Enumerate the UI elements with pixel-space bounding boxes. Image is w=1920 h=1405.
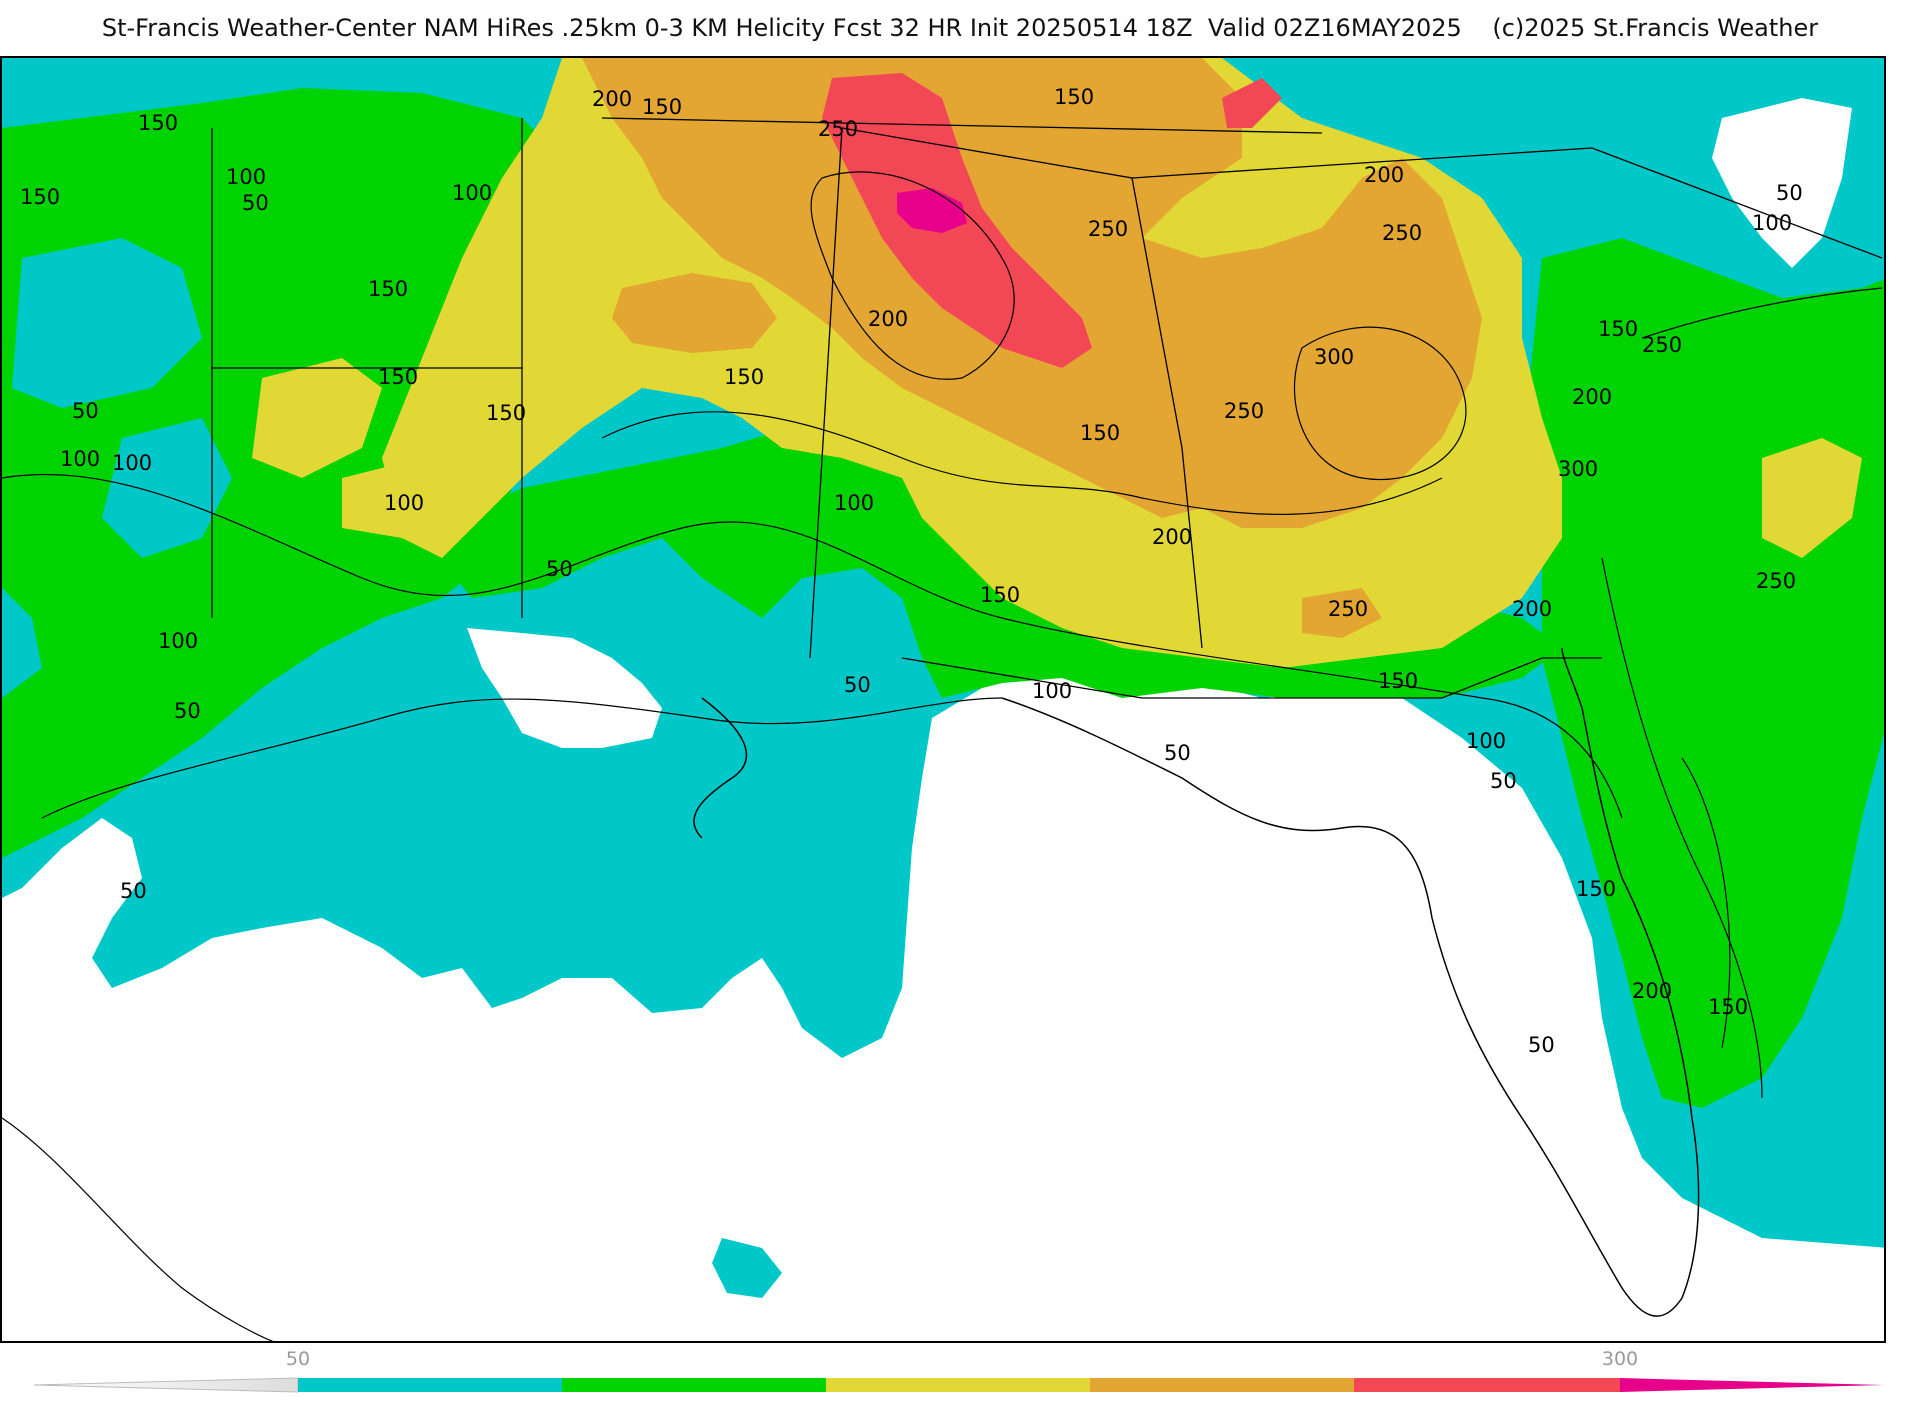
helicity-zone-150-west-1 <box>252 358 382 478</box>
contour-label: 300 <box>1314 345 1354 369</box>
colorbar-high-arrow <box>1620 1378 1884 1392</box>
contour-label: 50 <box>72 399 99 423</box>
helicity-contours <box>2 171 1883 1341</box>
contour-label: 50 <box>120 879 147 903</box>
helicity-cyan-hole-west <box>12 238 202 408</box>
contour-label: 300 <box>1558 457 1598 481</box>
helicity-zone-300 <box>897 188 967 233</box>
contour-label: 100 <box>226 165 266 189</box>
helicity-map: 200 150 150 250 150 150 100 50 100 150 1… <box>0 56 1886 1343</box>
contour-label: 250 <box>1382 221 1422 245</box>
contour-label: 250 <box>1328 597 1368 621</box>
contour-label: 50 <box>1776 181 1803 205</box>
colorbar-bin-150 <box>826 1378 1090 1392</box>
helicity-zone-250-ne <box>1222 78 1282 128</box>
contour-label: 100 <box>112 451 152 475</box>
contour-label: 250 <box>1088 217 1128 241</box>
contour-label: 200 <box>1632 979 1672 1003</box>
contour-label: 150 <box>368 277 408 301</box>
contour-label: 150 <box>980 583 1020 607</box>
contour-label: 100 <box>1752 211 1792 235</box>
contour-label: 50 <box>1164 741 1191 765</box>
colorbar-bin-100 <box>562 1378 826 1392</box>
contour-label: 150 <box>20 185 60 209</box>
contour-label: 200 <box>592 87 632 111</box>
coastline <box>693 647 1700 1317</box>
contour-label: 100 <box>452 181 492 205</box>
helicity-zone-150-west-2 <box>342 458 442 538</box>
map-title: St-Francis Weather-Center NAM HiRes .25k… <box>101 14 1819 42</box>
contour-label: 250 <box>1224 399 1264 423</box>
helicity-zone-200-ga <box>1302 588 1382 638</box>
colorbar-svg: 50 300 <box>33 1348 1884 1393</box>
contour-label: 200 <box>1572 385 1612 409</box>
helicity-pocket-ne <box>1712 98 1852 268</box>
contour-label: 150 <box>1378 669 1418 693</box>
color-scale-legend: 50 300 <box>0 1343 1920 1400</box>
contour-label: 200 <box>1364 163 1404 187</box>
helicity-cyan-hole-west-2 <box>102 418 232 558</box>
contour-labels: 200 150 150 250 150 150 100 50 100 150 1… <box>20 85 1803 1057</box>
contour-label: 100 <box>158 629 198 653</box>
colorbar-bin-250 <box>1354 1378 1620 1392</box>
helicity-pocket-low <box>467 628 662 748</box>
helicity-island <box>712 1238 782 1298</box>
contour-label: 150 <box>1080 421 1120 445</box>
contour-label: 150 <box>486 401 526 425</box>
helicity-zone-150-east <box>1762 438 1862 558</box>
contour-label: 250 <box>1756 569 1796 593</box>
contour-label: 50 <box>242 191 269 215</box>
contour-label: 50 <box>546 557 573 581</box>
contour-label: 150 <box>1598 317 1638 341</box>
contour-label: 200 <box>868 307 908 331</box>
contour-label: 250 <box>1642 333 1682 357</box>
helicity-zone-200-ms <box>612 273 777 353</box>
contour-label: 150 <box>138 111 178 135</box>
map-title-bar: St-Francis Weather-Center NAM HiRes .25k… <box>0 0 1920 56</box>
contour-label: 150 <box>1708 995 1748 1019</box>
contour-label: 50 <box>174 699 201 723</box>
colorbar-bin-200 <box>1090 1378 1354 1392</box>
colorbar-tick-300: 300 <box>1602 1348 1638 1370</box>
contour-label: 100 <box>60 447 100 471</box>
contour-label: 50 <box>1528 1033 1555 1057</box>
contour-label: 250 <box>818 117 858 141</box>
contour-label: 100 <box>834 491 874 515</box>
contour-label: 100 <box>384 491 424 515</box>
contour-label: 50 <box>1490 769 1517 793</box>
contour-label: 100 <box>1466 729 1506 753</box>
contour-label: 150 <box>642 95 682 119</box>
contour-label: 200 <box>1512 597 1552 621</box>
contour-label: 150 <box>1576 877 1616 901</box>
map-canvas: 200 150 150 250 150 150 100 50 100 150 1… <box>2 58 1884 1341</box>
contour-label: 200 <box>1152 525 1192 549</box>
colorbar-low-arrow <box>33 1377 299 1393</box>
state-borders <box>211 117 1883 699</box>
contour-label: 150 <box>724 365 764 389</box>
colorbar-bin-50 <box>298 1378 562 1392</box>
colorbar-tick-50: 50 <box>286 1348 310 1370</box>
contour-label: 150 <box>378 365 418 389</box>
contour-label: 100 <box>1032 679 1072 703</box>
contour-label: 50 <box>844 673 871 697</box>
contour-label: 150 <box>1054 85 1094 109</box>
